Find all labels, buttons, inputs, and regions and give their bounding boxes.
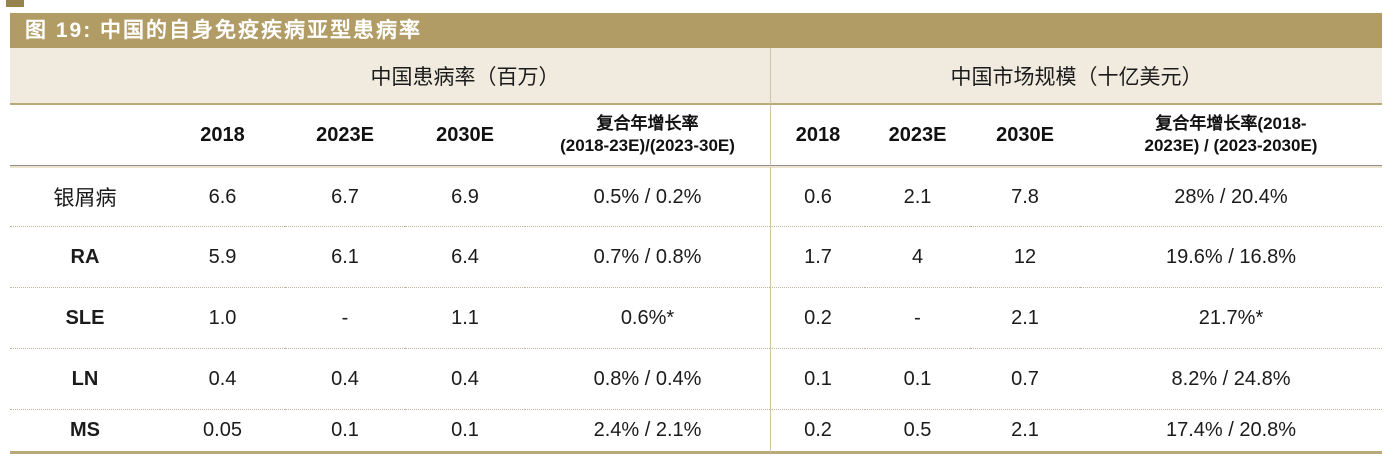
cell-prev-2030e: 1.1 [405, 287, 525, 348]
cell-mkt-2018: 0.2 [770, 287, 865, 348]
cell-mkt-2023e: 2.1 [865, 166, 970, 226]
cell-prev-2023e: 0.1 [285, 409, 405, 454]
col-mkt-2018: 2018 [770, 105, 865, 166]
row-label: MS [10, 409, 160, 454]
col-prev-cagr-line1: 复合年增长率 [596, 113, 699, 133]
table-row-psoriasis: 银屑病 6.6 6.7 6.9 0.5% / 0.2% 0.6 2.1 7.8 … [10, 166, 1382, 226]
cell-mkt-2023e: 4 [865, 226, 970, 287]
cell-mkt-2030e: 2.1 [970, 409, 1080, 454]
cell-mkt-2030e: 2.1 [970, 287, 1080, 348]
col-mkt-cagr-line2: 2023E) / (2023-2030E) [1144, 136, 1318, 155]
col-prev-2023e: 2023E [285, 105, 405, 166]
cell-mkt-2030e: 7.8 [970, 166, 1080, 226]
cell-prev-2018: 6.6 [160, 166, 285, 226]
cell-prev-cagr: 0.6%* [525, 287, 770, 348]
group-header-row: 中国患病率（百万） 中国市场规模（十亿美元） [10, 48, 1382, 105]
cell-mkt-2018: 1.7 [770, 226, 865, 287]
cell-mkt-cagr: 17.4% / 20.8% [1080, 409, 1382, 454]
cell-mkt-2023e: 0.1 [865, 348, 970, 409]
cell-prev-2030e: 0.4 [405, 348, 525, 409]
cell-prev-cagr: 2.4% / 2.1% [525, 409, 770, 454]
cell-prev-cagr: 0.5% / 0.2% [525, 166, 770, 226]
cell-prev-cagr: 0.8% / 0.4% [525, 348, 770, 409]
row-label: LN [10, 348, 160, 409]
cell-prev-2023e: 6.1 [285, 226, 405, 287]
cell-mkt-2030e: 0.7 [970, 348, 1080, 409]
cell-prev-2023e: - [285, 287, 405, 348]
figure-title: 图 19: 中国的自身免疫疾病亚型患病率 [25, 19, 423, 42]
table-row-ms: MS 0.05 0.1 0.1 2.4% / 2.1% 0.2 0.5 2.1 … [10, 409, 1382, 454]
cell-prev-2023e: 6.7 [285, 166, 405, 226]
table-row-ln: LN 0.4 0.4 0.4 0.8% / 0.4% 0.1 0.1 0.7 8… [10, 348, 1382, 409]
col-mkt-2023e: 2023E [865, 105, 970, 166]
row-label: RA [10, 226, 160, 287]
cell-mkt-2018: 0.1 [770, 348, 865, 409]
col-mkt-2030e: 2030E [970, 105, 1080, 166]
row-label: 银屑病 [10, 166, 160, 226]
row-label: SLE [10, 287, 160, 348]
column-header-row: 2018 2023E 2030E 复合年增长率 (2018-23E)/(2023… [10, 105, 1382, 166]
cell-prev-2023e: 0.4 [285, 348, 405, 409]
cell-prev-2030e: 0.1 [405, 409, 525, 454]
group-header-prevalence: 中国患病率（百万） [160, 48, 770, 105]
cell-prev-2018: 1.0 [160, 287, 285, 348]
col-mkt-cagr-line1: 复合年增长率(2018- [1155, 113, 1307, 133]
cell-mkt-cagr: 21.7%* [1080, 287, 1382, 348]
cell-mkt-cagr: 19.6% / 16.8% [1080, 226, 1382, 287]
cell-prev-2018: 5.9 [160, 226, 285, 287]
cell-prev-2030e: 6.4 [405, 226, 525, 287]
cell-mkt-2023e: - [865, 287, 970, 348]
cell-mkt-2018: 0.6 [770, 166, 865, 226]
crop-artifact [6, 0, 24, 7]
group-header-stub [10, 48, 160, 105]
column-header-stub [10, 105, 160, 166]
cell-mkt-2030e: 12 [970, 226, 1080, 287]
table-row-ra: RA 5.9 6.1 6.4 0.7% / 0.8% 1.7 4 12 19.6… [10, 226, 1382, 287]
table-row-sle: SLE 1.0 - 1.1 0.6%* 0.2 - 2.1 21.7%* [10, 287, 1382, 348]
figure-table: 中国患病率（百万） 中国市场规模（十亿美元） 2018 2023E 2030E … [10, 48, 1382, 454]
cell-prev-cagr: 0.7% / 0.8% [525, 226, 770, 287]
cell-mkt-2023e: 0.5 [865, 409, 970, 454]
cell-prev-2018: 0.05 [160, 409, 285, 454]
cell-mkt-cagr: 28% / 20.4% [1080, 166, 1382, 226]
cell-prev-2018: 0.4 [160, 348, 285, 409]
figure-title-bar: 图 19: 中国的自身免疫疾病亚型患病率 [10, 13, 1382, 48]
cell-mkt-2018: 0.2 [770, 409, 865, 454]
group-header-market: 中国市场规模（十亿美元） [770, 48, 1382, 105]
col-prev-cagr: 复合年增长率 (2018-23E)/(2023-30E) [525, 105, 770, 166]
col-prev-2030e: 2030E [405, 105, 525, 166]
col-prev-2018: 2018 [160, 105, 285, 166]
cell-mkt-cagr: 8.2% / 24.8% [1080, 348, 1382, 409]
cell-prev-2030e: 6.9 [405, 166, 525, 226]
col-prev-cagr-line2: (2018-23E)/(2023-30E) [560, 136, 735, 155]
col-mkt-cagr: 复合年增长率(2018- 2023E) / (2023-2030E) [1080, 105, 1382, 166]
